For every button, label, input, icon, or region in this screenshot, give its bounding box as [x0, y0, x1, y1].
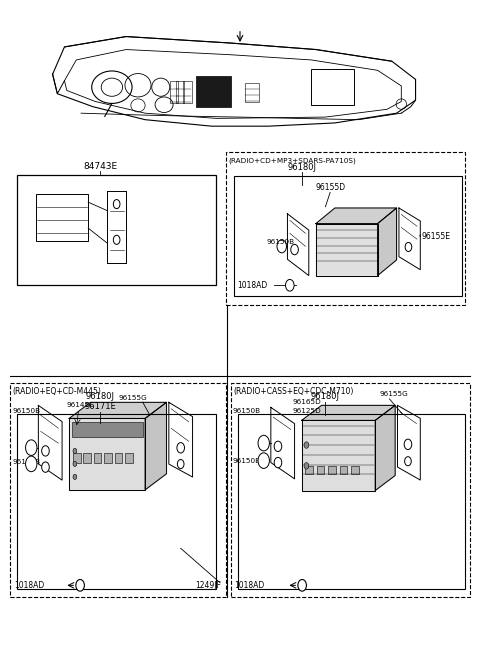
Circle shape: [73, 461, 77, 466]
Circle shape: [177, 443, 184, 453]
Text: 96155G: 96155G: [119, 395, 148, 401]
Bar: [340, 466, 347, 474]
Text: 96125D: 96125D: [292, 408, 321, 414]
Bar: [234, 176, 462, 296]
Circle shape: [25, 440, 37, 455]
Circle shape: [286, 280, 294, 291]
Circle shape: [258, 436, 269, 451]
Circle shape: [274, 457, 282, 468]
Bar: [17, 414, 216, 590]
Text: 1018AD: 1018AD: [234, 581, 264, 590]
Polygon shape: [69, 402, 167, 419]
Circle shape: [76, 580, 84, 591]
Text: 96171E: 96171E: [84, 402, 116, 411]
Text: 96165D: 96165D: [292, 399, 321, 405]
Text: 96150B: 96150B: [12, 459, 40, 465]
Text: 84743E: 84743E: [83, 162, 117, 171]
Polygon shape: [316, 208, 396, 223]
Bar: [230, 383, 470, 597]
Circle shape: [73, 474, 77, 479]
Text: 96155G: 96155G: [379, 392, 408, 398]
Circle shape: [113, 235, 120, 244]
Circle shape: [291, 244, 299, 255]
Bar: [94, 453, 101, 462]
Circle shape: [277, 240, 287, 253]
Bar: [311, 69, 354, 105]
Circle shape: [405, 457, 411, 466]
Bar: [351, 466, 359, 474]
Polygon shape: [69, 419, 145, 490]
Text: 96150B: 96150B: [233, 407, 261, 413]
Bar: [125, 453, 133, 462]
Bar: [10, 383, 226, 597]
Bar: [36, 195, 88, 241]
Circle shape: [25, 456, 37, 472]
Text: 1018AD: 1018AD: [14, 581, 44, 590]
Text: 1018AD: 1018AD: [238, 281, 268, 290]
Polygon shape: [378, 208, 396, 276]
Text: 96150B: 96150B: [266, 239, 294, 245]
Circle shape: [404, 439, 412, 449]
Text: (RADIO+CASS+EQ+CDC-M710): (RADIO+CASS+EQ+CDC-M710): [233, 386, 353, 396]
Circle shape: [178, 460, 184, 468]
Circle shape: [73, 448, 77, 453]
Text: 96180J: 96180J: [287, 162, 316, 172]
Bar: [328, 466, 336, 474]
Circle shape: [42, 445, 49, 456]
Polygon shape: [301, 405, 395, 421]
Bar: [183, 81, 192, 103]
Bar: [226, 152, 466, 305]
Bar: [170, 81, 179, 103]
Bar: [104, 453, 112, 462]
Polygon shape: [301, 421, 375, 491]
Bar: [176, 81, 184, 103]
Circle shape: [42, 462, 49, 472]
Circle shape: [304, 462, 309, 469]
Text: 96155E: 96155E: [421, 232, 450, 241]
Text: (RADIO+CD+MP3+SDARS-PA710S): (RADIO+CD+MP3+SDARS-PA710S): [228, 157, 356, 164]
Polygon shape: [375, 405, 395, 491]
Text: 96155D: 96155D: [315, 183, 345, 193]
Circle shape: [274, 441, 282, 451]
Bar: [317, 466, 324, 474]
Text: 96145C: 96145C: [67, 402, 95, 409]
Text: 96150B: 96150B: [12, 407, 40, 413]
Circle shape: [405, 242, 412, 252]
Bar: [115, 453, 122, 462]
Text: 96180J: 96180J: [311, 392, 340, 402]
Bar: [305, 466, 313, 474]
Circle shape: [258, 453, 269, 468]
Text: 96180J: 96180J: [85, 392, 115, 402]
Bar: [84, 453, 91, 462]
Text: 1249JF: 1249JF: [195, 581, 221, 590]
Polygon shape: [145, 402, 167, 490]
Bar: [72, 422, 143, 437]
Circle shape: [298, 580, 306, 591]
Bar: [73, 453, 81, 462]
Polygon shape: [316, 223, 378, 276]
Circle shape: [113, 200, 120, 209]
Bar: [238, 414, 466, 590]
Bar: [17, 175, 216, 286]
Text: (RADIO+EQ+CD-M445): (RADIO+EQ+CD-M445): [12, 386, 101, 396]
Bar: [245, 83, 259, 102]
Text: 96150B: 96150B: [233, 458, 261, 464]
Circle shape: [304, 442, 309, 448]
Bar: [196, 75, 231, 107]
